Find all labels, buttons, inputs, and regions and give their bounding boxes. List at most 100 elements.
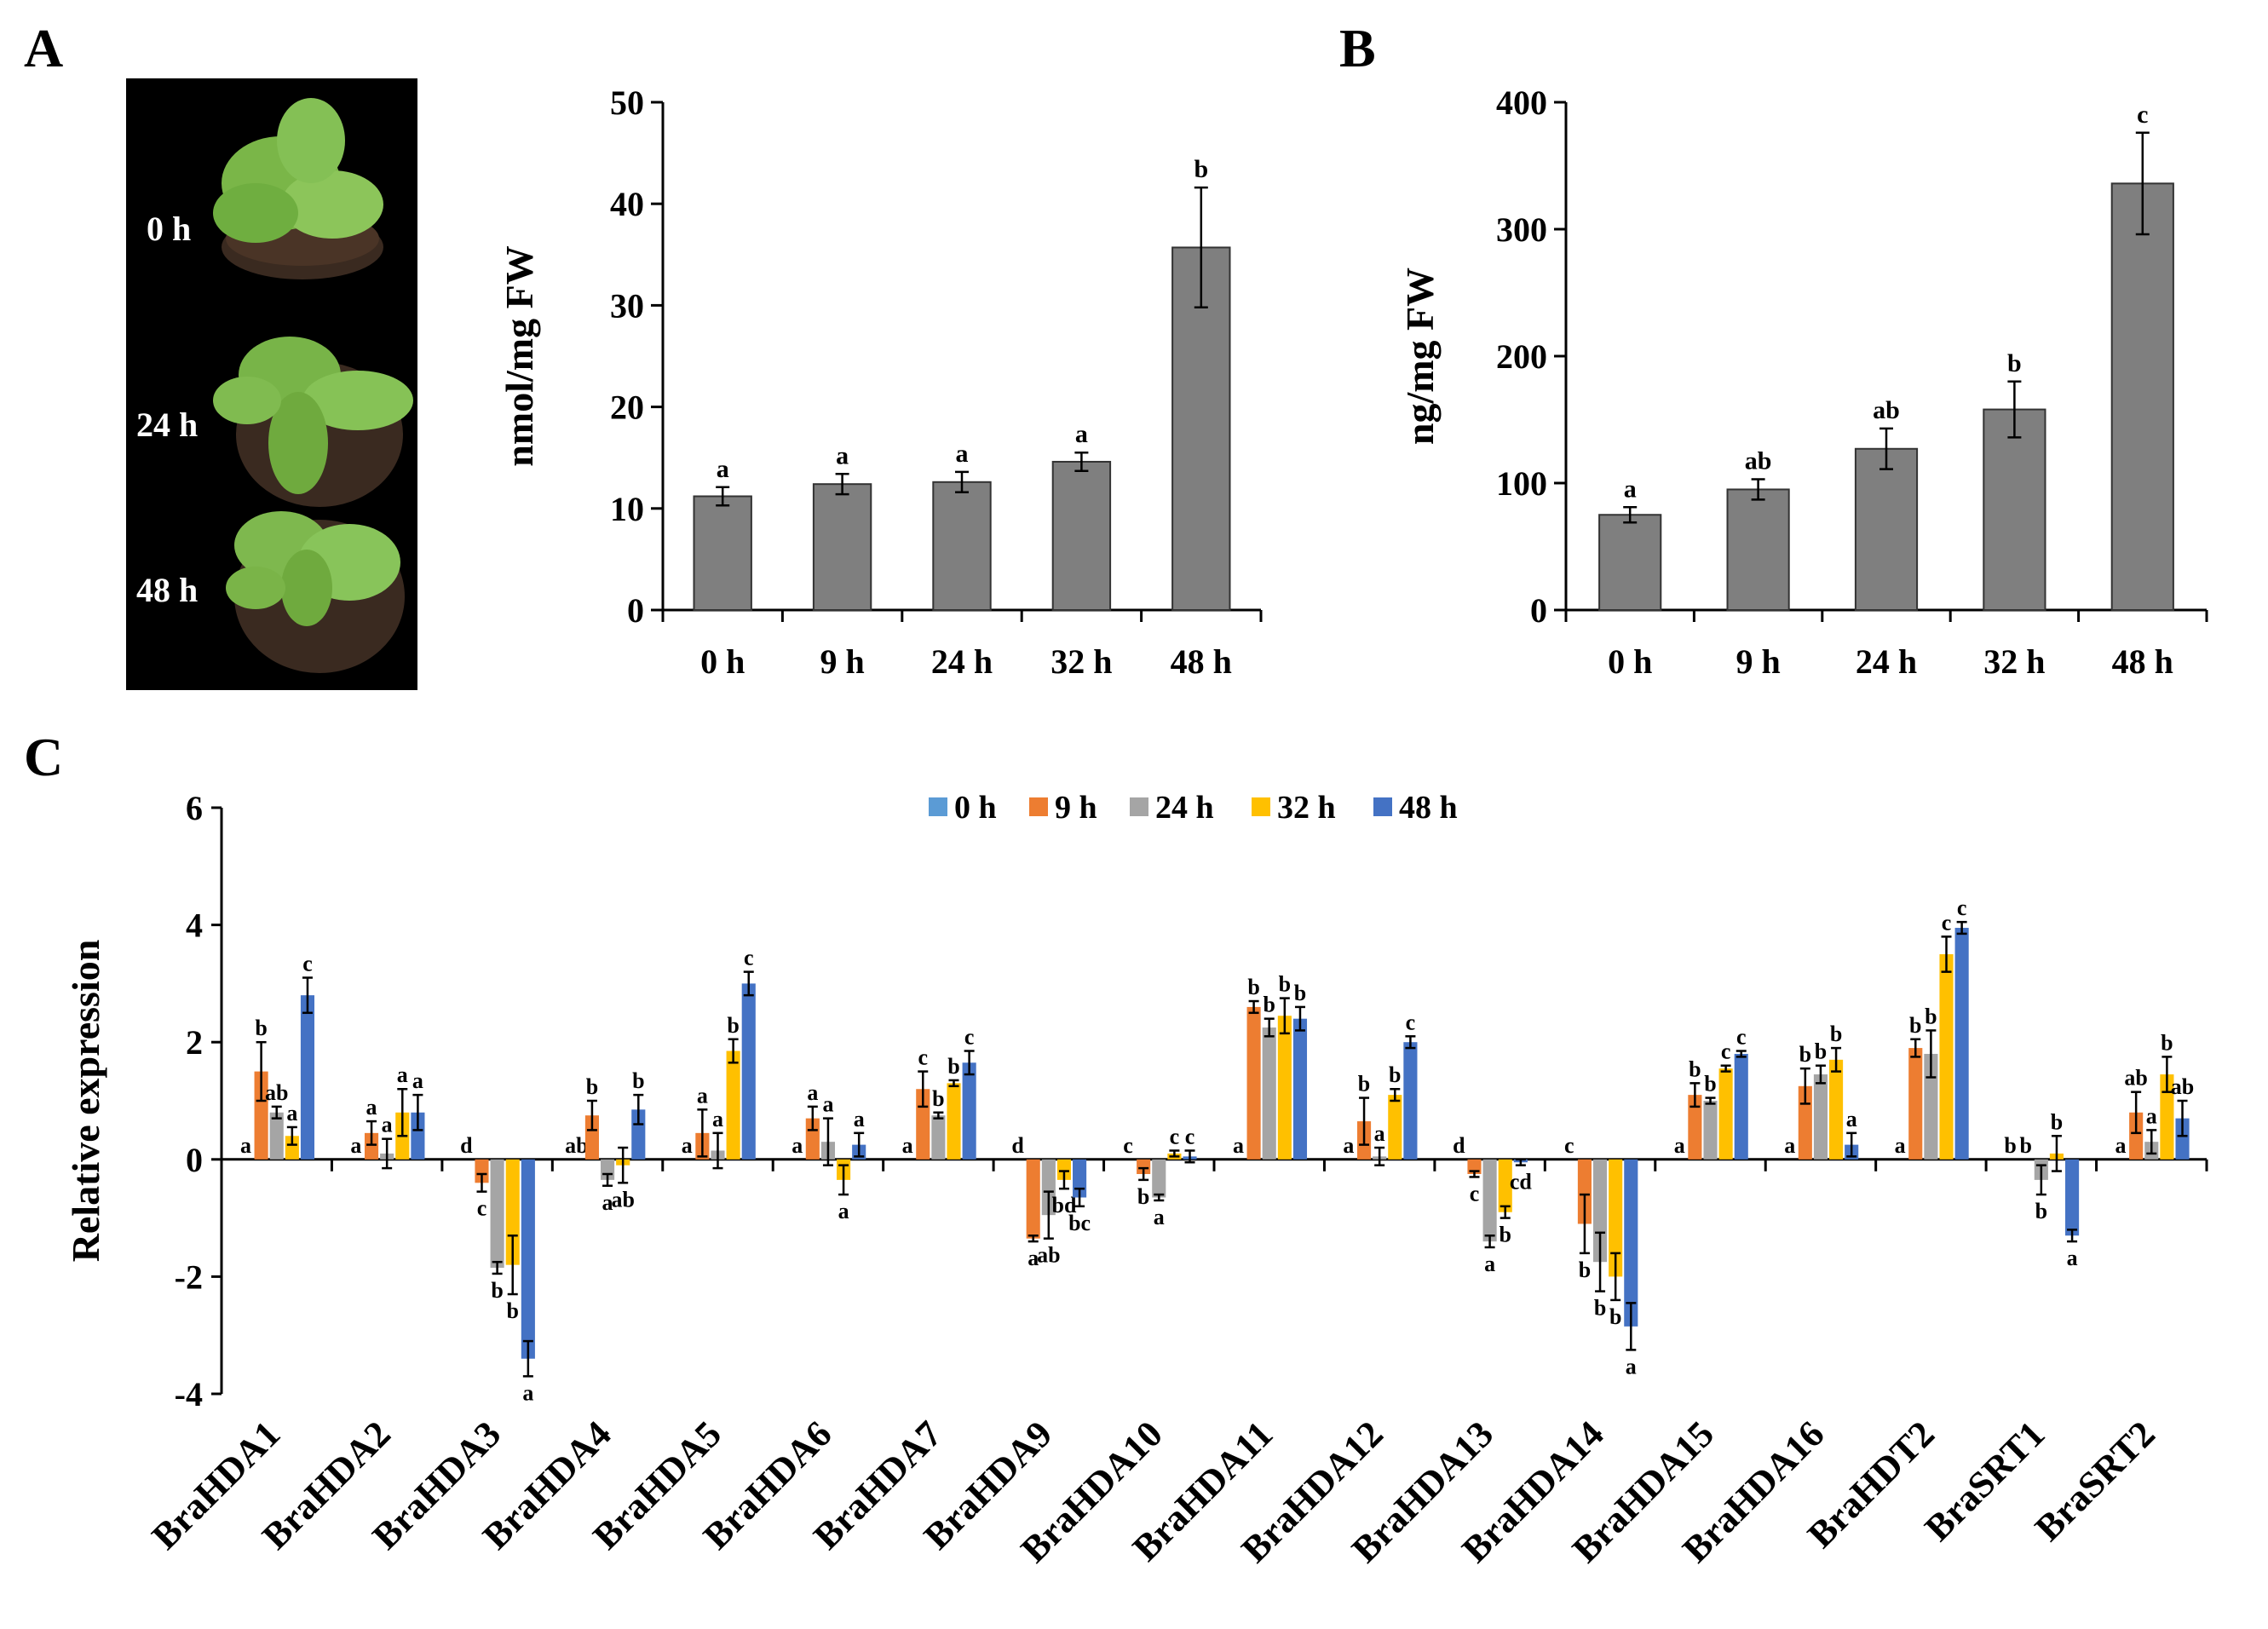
significance-letter: ab bbox=[265, 1080, 288, 1105]
bar bbox=[2129, 1112, 2144, 1160]
significance-letter: a bbox=[2146, 1103, 2157, 1128]
significance-letter: b bbox=[1358, 1072, 1370, 1097]
x-tick-label: 32 h bbox=[1983, 642, 2045, 681]
significance-letter: a bbox=[1784, 1133, 1795, 1158]
x-tick-label: 32 h bbox=[1051, 642, 1112, 681]
y-axis-label: Relative expression bbox=[64, 940, 107, 1263]
y-axis-label: nmol/mg FW bbox=[498, 245, 541, 466]
y-tick-label: 20 bbox=[610, 389, 644, 427]
significance-letter: c bbox=[1470, 1181, 1480, 1206]
significance-letter: ab bbox=[1873, 396, 1900, 424]
bar bbox=[1726, 488, 1790, 612]
bar bbox=[1592, 1159, 1608, 1263]
bar bbox=[2160, 1074, 2174, 1160]
legend-swatch bbox=[1373, 797, 1392, 816]
significance-letter: a bbox=[807, 1080, 818, 1105]
significance-letter: b bbox=[727, 1013, 739, 1038]
significance-letter: b bbox=[1925, 1004, 1937, 1028]
bar bbox=[1734, 1053, 1748, 1160]
bar bbox=[1262, 1027, 1276, 1160]
chart-b: 0 100 200 300 400 a 0 h ab 9 h ab 24 h b 32 h c 48 h ng… bbox=[1398, 83, 2208, 681]
significance-letter: b bbox=[1609, 1304, 1621, 1329]
significance-letter: c bbox=[964, 1025, 975, 1050]
significance-letter: c bbox=[1564, 1133, 1574, 1158]
significance-letter: c bbox=[477, 1196, 487, 1221]
y-tick-label: 2 bbox=[186, 1023, 203, 1062]
bar bbox=[1703, 1101, 1718, 1160]
significance-letter: ab bbox=[1745, 447, 1772, 475]
significance-letter: ab bbox=[2171, 1074, 2194, 1099]
bar bbox=[521, 1159, 535, 1359]
bar bbox=[1277, 1016, 1292, 1160]
significance-letter: c bbox=[1170, 1124, 1180, 1148]
significance-letter: b bbox=[586, 1074, 598, 1099]
significance-letter: a bbox=[1075, 420, 1088, 448]
significance-letter: b bbox=[1689, 1056, 1701, 1081]
x-tick-label: 0 h bbox=[700, 642, 745, 681]
bar bbox=[805, 1118, 820, 1160]
bar bbox=[932, 481, 992, 611]
y-tick-label: 6 bbox=[186, 789, 203, 827]
significance-letter: a bbox=[1028, 1246, 1039, 1270]
bar bbox=[962, 1062, 976, 1160]
bar bbox=[1939, 954, 1954, 1160]
bar bbox=[1688, 1095, 1702, 1160]
bar bbox=[364, 1132, 379, 1160]
x-tick-label: 24 h bbox=[1856, 642, 1917, 681]
significance-letter: a bbox=[822, 1092, 833, 1117]
x-tick-label: BraSRT1 bbox=[1917, 1413, 2053, 1549]
significance-letter: a bbox=[350, 1133, 361, 1158]
significance-letter: a bbox=[1624, 475, 1637, 503]
significance-letter: a bbox=[366, 1095, 377, 1120]
significance-letter: b bbox=[947, 1054, 959, 1079]
legend-swatch bbox=[1029, 797, 1048, 816]
significance-letter: a bbox=[854, 1107, 865, 1131]
significance-letter: d bbox=[1453, 1133, 1465, 1158]
significance-letter: b bbox=[2004, 1133, 2016, 1158]
significance-letter: a bbox=[240, 1133, 251, 1158]
bar bbox=[1598, 514, 1662, 611]
significance-letter: b bbox=[2161, 1030, 2173, 1055]
significance-letter: a bbox=[956, 440, 969, 468]
significance-letter: a bbox=[1343, 1133, 1354, 1158]
significance-letter: b bbox=[2035, 1199, 2047, 1223]
significance-letter: b bbox=[1799, 1042, 1811, 1067]
y-axis-label: ng/mg FW bbox=[1398, 268, 1442, 445]
bar bbox=[1246, 1006, 1261, 1160]
y-tick-label: 4 bbox=[186, 907, 203, 945]
bar bbox=[1829, 1059, 1844, 1160]
legend-swatch bbox=[1130, 797, 1148, 816]
significance-letter: a bbox=[1233, 1133, 1244, 1158]
bar bbox=[300, 995, 315, 1160]
legend-swatch bbox=[929, 797, 947, 816]
significance-letter: b bbox=[1294, 981, 1306, 1005]
significance-letter: b bbox=[1263, 993, 1275, 1017]
bar bbox=[490, 1159, 504, 1269]
significance-letter: d bbox=[1011, 1133, 1024, 1158]
significance-letter: c bbox=[1957, 895, 1967, 920]
significance-letter: b bbox=[491, 1278, 503, 1303]
significance-letter: b bbox=[2019, 1133, 2031, 1158]
bar bbox=[254, 1071, 268, 1160]
bar bbox=[931, 1115, 946, 1160]
legend-label: 0 h bbox=[954, 790, 997, 826]
x-tick-label: 48 h bbox=[1171, 642, 1232, 681]
y-tick-label: 200 bbox=[1496, 337, 1547, 376]
y-tick-label: -4 bbox=[175, 1375, 203, 1413]
significance-letter: b bbox=[1499, 1223, 1511, 1247]
significance-letter: b bbox=[1194, 155, 1208, 183]
bar bbox=[1137, 1159, 1151, 1174]
significance-letter: a bbox=[902, 1133, 913, 1158]
bar bbox=[1577, 1159, 1592, 1224]
significance-letter: a bbox=[412, 1068, 423, 1093]
legend-swatch bbox=[1252, 797, 1270, 816]
bar bbox=[1403, 1042, 1418, 1160]
significance-letter: a bbox=[697, 1083, 708, 1108]
x-tick-label: 0 h bbox=[1608, 642, 1652, 681]
y-tick-label: 0 bbox=[186, 1141, 203, 1179]
x-tick-label: 9 h bbox=[820, 642, 864, 681]
bar bbox=[2110, 182, 2174, 612]
bar bbox=[1924, 1053, 1938, 1160]
significance-letter: a bbox=[286, 1101, 297, 1125]
